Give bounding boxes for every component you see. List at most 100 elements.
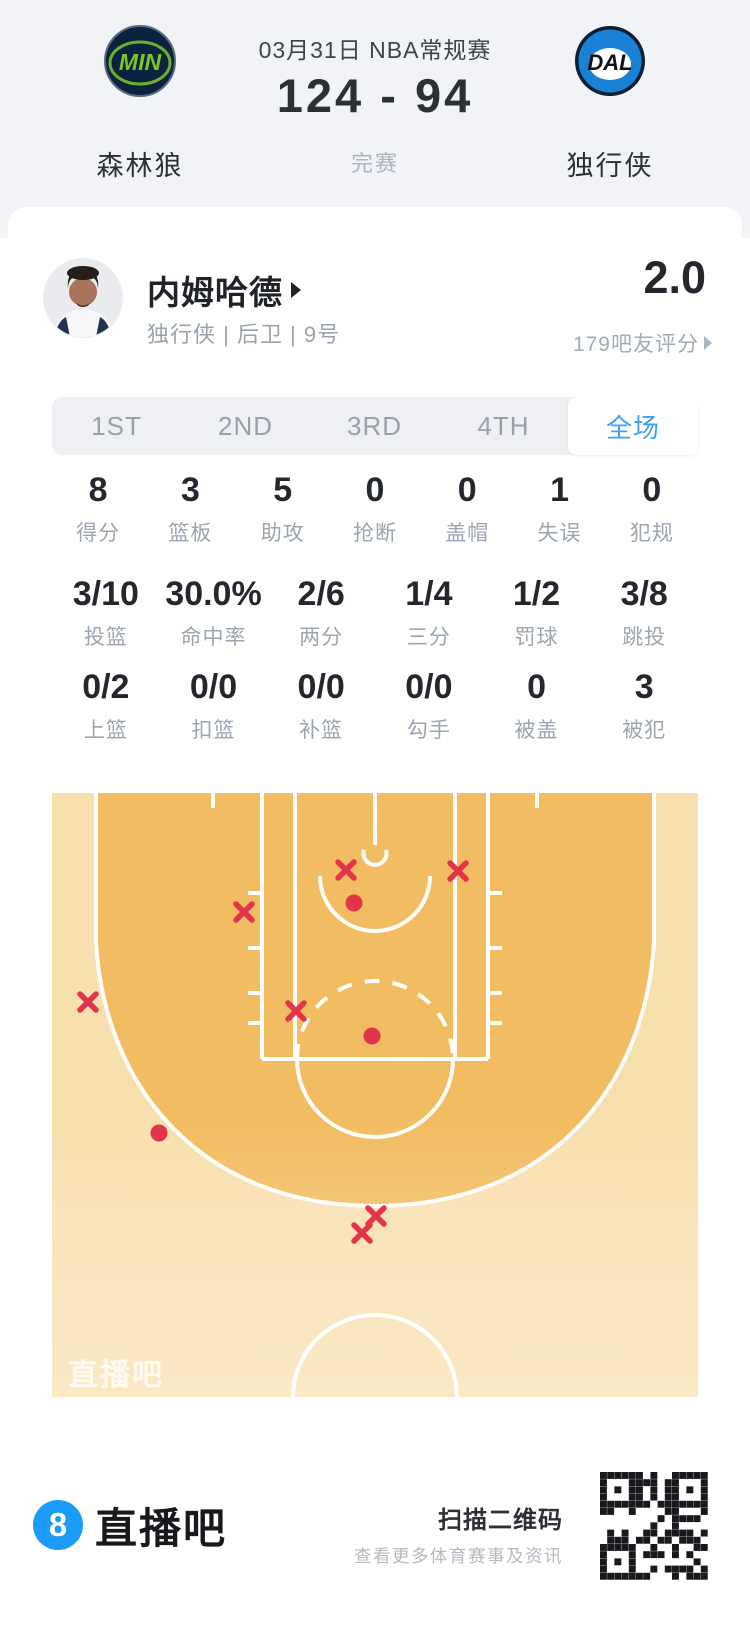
stat-label: 扣篮 [191,719,236,742]
quarter-tabs: 1ST 2ND 3RD 4TH 全场 [52,397,698,455]
stat-盖帽: 0 盖帽 [421,472,513,547]
player-name-text: 内姆哈德 [147,274,283,311]
missed-shot-marker [77,991,99,1013]
stat-value: 1 [550,471,569,509]
stat-label: 命中率 [180,626,247,649]
stat-上篮: 0/2 上篮 [52,669,160,744]
stat-补篮: 0/0 补篮 [267,669,375,744]
watermark: 直播吧 [68,1359,164,1392]
player-avatar[interactable] [43,258,123,338]
stat-label: 补篮 [299,719,344,742]
player-photo [44,259,122,337]
stat-label: 篮板 [168,522,213,545]
stat-被盖: 0 被盖 [483,669,591,744]
home-team-name: 森林狼 [96,151,184,181]
missed-shot-marker [447,860,469,882]
brand-name: 直播吧 [95,1504,228,1552]
stat-犯规: 0 犯规 [606,472,698,547]
stat-row-shot-types: 0/2 上篮 0/0 扣篮 0/0 补篮 0/0 勾手 0 被盖 3 被犯 [52,669,698,744]
stat-value: 3/10 [72,575,139,613]
stat-命中率: 30.0% 命中率 [160,576,268,651]
stat-label: 失误 [537,522,582,545]
tab-4th[interactable]: 4TH [477,410,530,441]
scan-block: 扫描二维码 查看更多体育赛事及资讯 [354,1500,563,1568]
made-shot-marker [345,894,363,912]
stat-得分: 8 得分 [52,472,144,547]
stat-投篮: 3/10 投篮 [52,576,160,651]
stat-助攻: 5 助攻 [237,472,329,547]
svg-text:MIN: MIN [119,49,162,75]
stat-勾手: 0/0 勾手 [375,669,483,744]
stat-label: 勾手 [406,719,451,742]
game-title: 03月31日 NBA常规赛 [258,37,492,63]
stat-value: 5 [273,471,293,509]
stat-value: 30.0% [165,575,262,613]
stat-跳投: 3/8 跳投 [590,576,698,651]
stat-篮板: 3 篮板 [144,472,236,547]
away-team-name: 独行侠 [566,151,654,181]
home-team[interactable]: MIN 森林狼 [55,24,225,183]
logo-8-text: 8 [48,1506,68,1543]
player-meta: 独行侠 | 后卫 | 9号 [147,322,341,347]
player-name[interactable]: 内姆哈德 [147,266,301,314]
court-svg: 直播吧 [52,793,698,1398]
stat-value: 0 [365,471,385,509]
made-shot-marker [363,1027,381,1045]
mavericks-logo-icon: DAL [575,26,645,96]
missed-shot-marker [335,859,357,881]
stat-label: 两分 [299,626,344,649]
missed-shot-marker [285,1000,307,1022]
stat-label: 罚球 [514,626,559,649]
tab-全场[interactable]: 全场 [568,397,698,455]
stat-label: 三分 [406,626,451,649]
stat-label: 投篮 [83,626,128,649]
zhibo8-logo-icon: 8 [33,1500,83,1550]
stat-label: 被盖 [514,719,559,742]
stat-label: 盖帽 [445,522,490,545]
missed-shot-marker [233,901,255,923]
stat-扣篮: 0/0 扣篮 [160,669,268,744]
stat-label: 助攻 [260,522,305,545]
tab-3rd[interactable]: 3RD [346,410,402,441]
shot-markers [77,859,469,1244]
stat-label: 跳投 [622,626,667,649]
away-team[interactable]: DAL 独行侠 [525,24,695,183]
stat-被犯: 3 被犯 [590,669,698,744]
missed-shot-marker [351,1222,373,1244]
stat-value: 0/0 [405,668,453,706]
stat-两分: 2/6 两分 [267,576,375,651]
rating-info[interactable]: 179吧友评分 [573,328,712,358]
stat-三分: 1/4 三分 [375,576,483,651]
scan-title: 扫描二维码 [438,1507,563,1534]
stat-value: 1/2 [512,575,561,613]
game-score: 124 - 94 [276,69,474,122]
stat-row-basic: 8 得分 3 篮板 5 助攻 0 抢断 0 盖帽 1 失误 0 犯规 [52,472,698,547]
stat-row-shooting: 3/10 投篮 30.0% 命中率 2/6 两分 1/4 三分 1/2 罚球 3/8 跳投 [52,576,698,651]
svg-text:DAL: DAL [587,50,632,75]
stat-value: 0/0 [189,668,238,706]
stat-label: 得分 [76,522,121,545]
stat-value: 8 [88,471,108,509]
rating-info-text: 179吧友评分 [572,333,699,356]
expand-arrow-icon [291,282,301,298]
stat-value: 0/2 [82,668,130,706]
stat-value: 3 [180,471,200,509]
stat-value: 3 [634,668,654,706]
stat-value: 0/0 [297,668,345,706]
stat-label: 上篮 [83,719,128,742]
stat-value: 2/6 [297,575,345,613]
tab-2nd[interactable]: 2ND [217,410,273,441]
stat-value: 0 [642,471,662,509]
stat-label: 犯规 [629,522,674,545]
stat-罚球: 1/2 罚球 [483,576,591,651]
stat-label: 被犯 [622,719,667,742]
timberwolves-logo-icon: MIN [104,25,176,97]
tab-1st[interactable]: 1ST [91,410,142,441]
missed-shot-marker [365,1205,387,1227]
stat-value: 0 [457,471,477,509]
stat-value: 1/4 [405,575,453,613]
qr-code [600,1472,708,1580]
shot-chart: 直播吧 [52,793,698,1398]
scan-subtitle: 查看更多体育赛事及资讯 [354,1546,563,1566]
stat-失误: 1 失误 [513,472,605,547]
